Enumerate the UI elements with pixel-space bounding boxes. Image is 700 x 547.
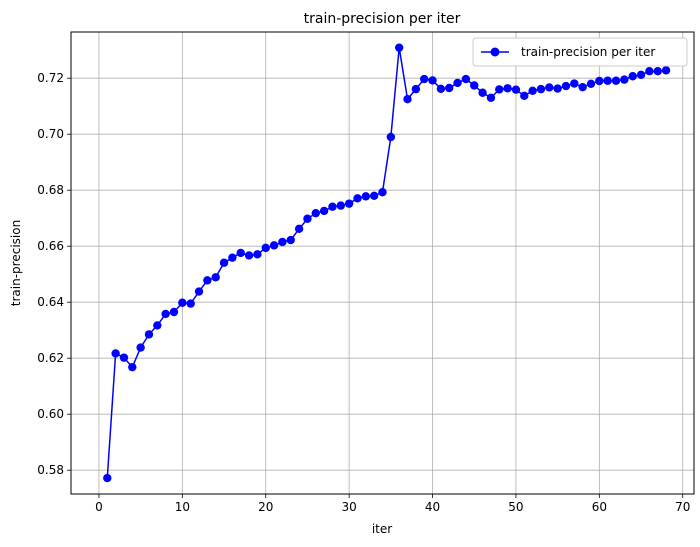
data-point [244, 251, 254, 260]
data-point [403, 95, 412, 104]
y-tick-label: 0.72 [37, 71, 64, 85]
legend-label: train-precision per iter [521, 45, 655, 59]
data-point [319, 206, 329, 216]
data-point [361, 192, 371, 201]
x-tick-label: 0 [95, 500, 103, 514]
chart-title: train-precision per iter [304, 11, 461, 27]
y-axis-label: train-precision [9, 220, 23, 306]
plot-area [71, 32, 694, 494]
data-point [461, 74, 471, 84]
data-point [261, 243, 270, 253]
x-tick-label: 50 [508, 500, 523, 514]
data-point [561, 81, 571, 91]
data-point [286, 235, 295, 245]
data-point [103, 473, 112, 483]
data-point [161, 309, 170, 319]
data-point [586, 79, 596, 89]
data-point [228, 253, 237, 262]
data-point [153, 321, 162, 330]
data-point [628, 72, 637, 81]
legend: train-precision per iter [472, 37, 688, 67]
data-point [611, 76, 621, 85]
data-point [645, 67, 654, 76]
data-point [344, 199, 354, 208]
data-point [253, 250, 262, 259]
data-point [128, 362, 137, 372]
data-point [278, 237, 287, 247]
data-point [111, 349, 120, 358]
data-point [194, 287, 204, 296]
data-point [294, 224, 304, 234]
data-point [511, 85, 521, 94]
data-point [353, 194, 362, 203]
data-point [144, 330, 154, 339]
data-point [336, 201, 345, 210]
data-point [620, 75, 629, 84]
data-point [545, 83, 554, 92]
data-point [186, 299, 195, 308]
data-point [119, 353, 129, 362]
data-point [520, 91, 529, 101]
y-tick-label: 0.58 [37, 463, 64, 477]
data-point [203, 276, 212, 285]
legend-box [472, 37, 688, 67]
data-point [436, 84, 446, 94]
data-point [653, 67, 662, 76]
data-point [386, 132, 396, 142]
data-point [453, 78, 462, 88]
data-point [636, 70, 646, 80]
y-tick-label: 0.68 [37, 183, 64, 197]
x-tick-label: 30 [341, 500, 356, 514]
data-point [486, 93, 496, 103]
x-tick-label: 60 [592, 500, 607, 514]
data-point [495, 85, 504, 94]
x-tick-label: 70 [675, 500, 690, 514]
data-point [136, 343, 145, 352]
data-point [603, 76, 612, 85]
data-point [578, 82, 587, 92]
data-point [428, 76, 437, 85]
x-tick-label: 40 [425, 500, 440, 514]
y-tick-label: 0.60 [37, 407, 64, 421]
data-point [595, 76, 604, 86]
data-point [503, 84, 512, 93]
data-point [570, 79, 579, 88]
legend-marker [490, 47, 500, 57]
data-point [553, 84, 562, 93]
data-point [661, 66, 671, 75]
data-point [378, 187, 387, 197]
data-point [178, 298, 187, 307]
data-point [328, 202, 337, 211]
plot-frame [70, 31, 695, 495]
y-tick-label: 0.70 [37, 127, 64, 141]
data-point [411, 84, 421, 94]
data-point [369, 191, 379, 200]
data-point [536, 84, 546, 94]
data-point [311, 208, 320, 218]
data-point [269, 241, 279, 250]
data-point [394, 43, 404, 52]
data-point [303, 214, 312, 223]
data-point [236, 248, 245, 258]
data-point [445, 83, 454, 93]
x-axis-label: iter [372, 522, 392, 536]
y-tick-label: 0.66 [37, 239, 64, 253]
data-point [211, 273, 220, 282]
series-layer [103, 43, 671, 483]
y-tick-label: 0.62 [37, 351, 64, 365]
x-tick-label: 20 [258, 500, 273, 514]
data-point [478, 88, 487, 97]
y-tick-label: 0.64 [37, 295, 64, 309]
x-tick-label: 10 [175, 500, 190, 514]
data-point [219, 258, 229, 267]
data-point [420, 74, 429, 84]
data-point [470, 81, 479, 90]
data-point [169, 307, 179, 317]
ticks: 0 10 20 30 40 50 60 70 0.58 0.60 0.62 0.64 0.66 0.68 0… [37, 71, 690, 514]
data-point [528, 86, 537, 96]
